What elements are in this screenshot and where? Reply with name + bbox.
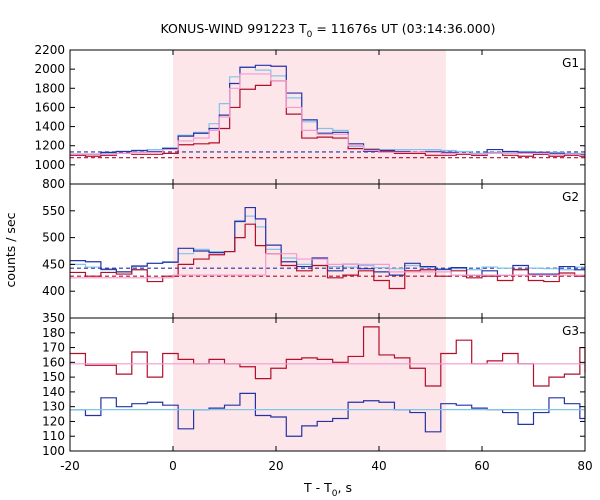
series-red — [70, 326, 586, 387]
y-tick-label: 1200 — [34, 139, 65, 153]
y-tick-label: 130 — [42, 400, 65, 414]
y-tick-label: 110 — [42, 429, 65, 443]
y-tick-label: 500 — [42, 231, 65, 245]
panel-label-g3: G3 — [562, 324, 579, 338]
y-axis-label: counts / sec — [3, 212, 18, 287]
series-pink — [70, 73, 585, 156]
y-tick-label: 350 — [42, 311, 65, 325]
series-blue — [70, 392, 586, 437]
x-tick-label: 80 — [577, 459, 592, 473]
panel-label-g1: G1 — [562, 56, 579, 70]
panel-label-g2: G2 — [562, 190, 579, 204]
x-axis-label-subscript: 0 — [332, 489, 338, 499]
y-tick-label: 180 — [42, 326, 65, 340]
y-tick-label: 1800 — [34, 81, 65, 95]
y-tick-label: 400 — [42, 284, 65, 298]
x-axis-label-main: T - T — [303, 480, 332, 495]
series-blue — [70, 206, 585, 276]
y-tick-label: 120 — [42, 414, 65, 428]
x-tick-label: -20 — [60, 459, 80, 473]
y-tick-label: 1400 — [34, 120, 65, 134]
y-tick-label: 100 — [42, 444, 65, 458]
y-tick-label: 2200 — [34, 43, 65, 57]
y-tick-label: 150 — [42, 370, 65, 384]
chart-title-main: KONUS-WIND 991223 T — [160, 21, 306, 36]
panel-frame — [69, 317, 586, 452]
panel-g1: 800 1000 1200 1400 1600 1800 2000 2200 G1 — [34, 43, 586, 191]
x-tick-label: 0 — [169, 459, 177, 473]
y-tick-label: 1000 — [34, 158, 65, 172]
series-pink — [70, 253, 585, 279]
x-axis-label: T - T0, s — [303, 480, 352, 499]
x-tick-label: 40 — [371, 459, 386, 473]
y-tick-label: 800 — [42, 177, 65, 191]
chart-title-subscript: 0 — [307, 30, 313, 40]
panel-g2: 350 400 450 500 550 G2 — [42, 183, 586, 325]
shaded-interval — [173, 50, 446, 184]
y-tick-label: 450 — [42, 257, 65, 271]
chart-title-rest: = 11676s UT (03:14:36.000) — [312, 21, 495, 36]
y-tick-label: 2000 — [34, 62, 65, 76]
y-tick-label: 550 — [42, 204, 65, 218]
series-red — [70, 223, 585, 290]
shaded-interval — [173, 318, 446, 451]
x-axis-label-rest: , s — [338, 480, 352, 495]
panels-layer: 8001000120014001600180020002200G13504004… — [34, 43, 592, 473]
chart-title: KONUS-WIND 991223 T0 = 11676s UT (03:14:… — [160, 21, 495, 40]
x-tick-label: 60 — [474, 459, 489, 473]
y-tick-label: 140 — [42, 385, 65, 399]
series-red — [70, 80, 585, 157]
y-tick-label: 1600 — [34, 100, 65, 114]
y-tick-label: 170 — [42, 341, 65, 355]
x-tick-label: 20 — [268, 459, 283, 473]
y-tick-label: 160 — [42, 355, 65, 369]
